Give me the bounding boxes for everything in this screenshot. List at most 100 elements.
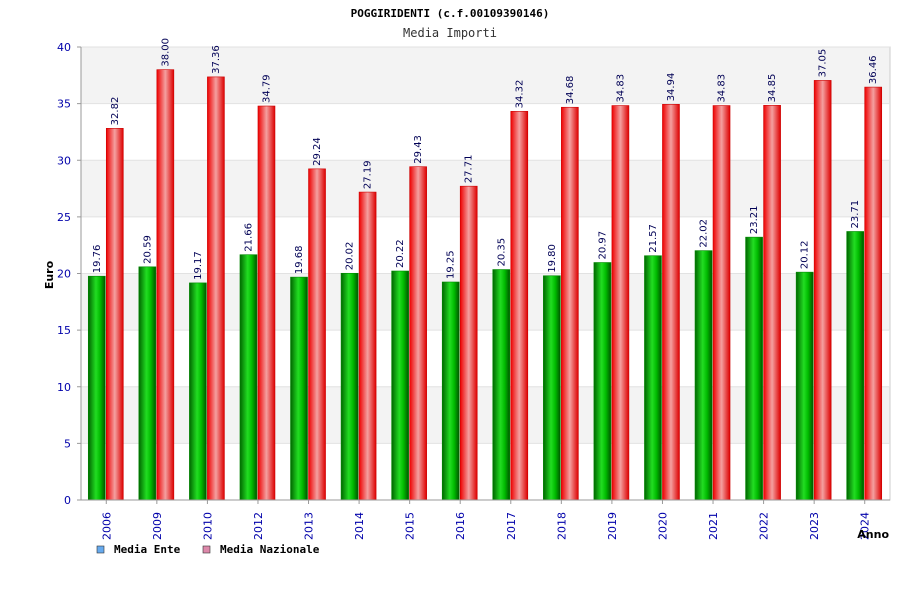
data-label: 20.97 xyxy=(597,231,608,260)
bar-media-nazionale-2010 xyxy=(207,76,225,501)
y-tick-label: 40 xyxy=(57,41,71,54)
x-axis: 2006 2009 2010 2012 2013 2014 2015 2016 2017 2018… xyxy=(81,499,890,540)
bar-media-ente-2017 xyxy=(492,269,511,501)
legend-swatch-media-ente xyxy=(96,545,105,554)
data-label: 34.94 xyxy=(666,73,677,102)
bar-media-ente-2012 xyxy=(239,254,258,501)
bar-media-ente-2006 xyxy=(87,275,106,501)
bar-media-nazionale-2017 xyxy=(510,111,529,501)
x-tick-label: 2017 xyxy=(505,512,518,540)
data-label: 19.76 xyxy=(92,245,103,274)
y-tick-label: 15 xyxy=(57,324,71,337)
bar-media-nazionale-2022 xyxy=(763,105,781,501)
bar-media-nazionale-2006 xyxy=(105,128,124,501)
data-label: 20.59 xyxy=(142,235,153,264)
x-tick-label: 2021 xyxy=(707,512,720,540)
x-tick-label: 2014 xyxy=(353,512,366,540)
bar-media-nazionale-2021 xyxy=(712,105,731,501)
y-axis: 0 5 10 15 20 25 30 35 40 xyxy=(57,41,82,507)
x-tick-label: 2010 xyxy=(201,512,214,540)
y-tick-label: 5 xyxy=(64,437,71,450)
bar-media-ente-2014 xyxy=(340,272,359,501)
bar-media-ente-2013 xyxy=(290,276,308,501)
x-tick-label: 2006 xyxy=(100,512,113,540)
data-label: 37.36 xyxy=(211,45,222,74)
data-label: 19.80 xyxy=(547,244,558,273)
bar-media-nazionale-2023 xyxy=(813,80,832,501)
bar-media-ente-2009 xyxy=(138,266,157,501)
chart-title: POGGIRIDENTI (c.f.00109390146) xyxy=(351,7,550,20)
data-label: 29.43 xyxy=(413,135,424,164)
bar-media-ente-2015 xyxy=(391,270,409,501)
x-tick-label: 2012 xyxy=(252,512,265,540)
chart-subtitle: Media Importi xyxy=(403,26,497,40)
legend-label-media-ente: Media Ente xyxy=(114,543,181,556)
data-label: 34.32 xyxy=(514,80,525,109)
x-tick-label: 2016 xyxy=(454,512,467,540)
x-tick-label: 2015 xyxy=(404,512,417,540)
data-label: 38.00 xyxy=(160,38,171,67)
bar-media-ente-2024 xyxy=(846,231,865,501)
data-label: 34.79 xyxy=(261,74,272,103)
data-label: 34.83 xyxy=(717,74,728,103)
bar-media-nazionale-2018 xyxy=(561,106,579,501)
bar-media-nazionale-2012 xyxy=(257,105,276,501)
x-tick-label: 2023 xyxy=(808,512,821,540)
y-tick-label: 10 xyxy=(57,381,71,394)
legend-label-media-nazionale: Media Nazionale xyxy=(220,543,320,556)
data-label: 22.02 xyxy=(699,219,710,248)
x-tick-label: 2020 xyxy=(656,512,669,540)
x-tick-label: 2013 xyxy=(303,512,316,540)
data-label: 34.85 xyxy=(767,74,778,103)
bar-media-nazionale-2020 xyxy=(662,104,680,501)
data-label: 19.68 xyxy=(294,245,305,274)
data-label: 34.68 xyxy=(565,76,576,105)
data-label: 37.05 xyxy=(818,49,829,78)
bars: 19.76 32.82 20.59 38.00 19.17 37.36 21.66 34.79… xyxy=(87,38,883,501)
bar-media-ente-2016 xyxy=(441,281,460,501)
bar-media-ente-2023 xyxy=(795,271,814,501)
data-label: 23.71 xyxy=(850,200,861,229)
bar-media-ente-2010 xyxy=(189,282,207,501)
data-label: 21.57 xyxy=(648,224,659,253)
y-tick-label: 35 xyxy=(57,98,71,111)
y-tick-label: 20 xyxy=(57,268,71,281)
data-label: 27.71 xyxy=(464,155,475,184)
x-tick-label: 2022 xyxy=(758,512,771,540)
bar-media-ente-2019 xyxy=(593,262,612,501)
bar-media-nazionale-2009 xyxy=(156,69,175,501)
data-label: 20.12 xyxy=(800,241,811,270)
legend-swatch-media-nazionale xyxy=(202,545,211,554)
bar-media-nazionale-2013 xyxy=(308,168,326,501)
data-label: 19.17 xyxy=(193,251,204,280)
x-tick-label: 2024 xyxy=(859,512,872,540)
bar-media-ente-2018 xyxy=(543,275,561,501)
data-label: 32.82 xyxy=(110,97,121,126)
y-tick-label: 30 xyxy=(57,154,71,167)
y-tick-label: 0 xyxy=(64,494,71,507)
data-label: 29.24 xyxy=(312,137,323,166)
bar-media-ente-2022 xyxy=(745,236,763,501)
data-label: 36.46 xyxy=(868,55,879,84)
data-label: 20.35 xyxy=(496,238,507,267)
bar-media-ente-2020 xyxy=(644,255,662,501)
bar-media-nazionale-2014 xyxy=(358,191,377,501)
data-label: 19.25 xyxy=(446,250,457,279)
legend: Media Ente Media Nazionale xyxy=(96,543,320,556)
data-label: 20.02 xyxy=(345,242,356,271)
data-label: 27.19 xyxy=(363,160,374,189)
data-label: 21.66 xyxy=(243,223,254,252)
x-axis-label: Anno xyxy=(857,528,889,541)
y-axis-label: Euro xyxy=(43,260,56,289)
bar-media-nazionale-2019 xyxy=(611,105,630,501)
bar-media-nazionale-2024 xyxy=(864,86,883,501)
x-tick-label: 2019 xyxy=(606,512,619,540)
bar-media-nazionale-2015 xyxy=(409,166,427,501)
data-label: 23.21 xyxy=(749,206,760,235)
data-label: 34.83 xyxy=(615,74,626,103)
data-label: 20.22 xyxy=(395,239,406,268)
bar-media-ente-2021 xyxy=(694,250,713,501)
x-tick-label: 2018 xyxy=(555,512,568,540)
bar-media-nazionale-2016 xyxy=(459,185,478,501)
